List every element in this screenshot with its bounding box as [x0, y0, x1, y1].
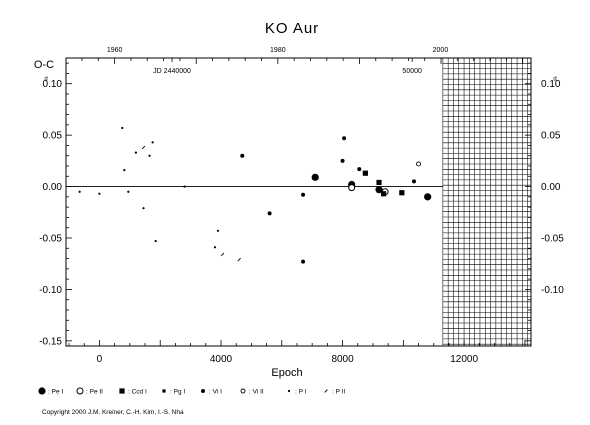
x-tick-label: 0 — [97, 354, 103, 365]
point-vi1 — [357, 167, 362, 172]
x-tick-label: 12000 — [450, 354, 478, 365]
legend-marker-ccd1 — [119, 388, 125, 394]
y-tick-label-right: -0.10 — [541, 285, 564, 296]
point-vi1 — [240, 153, 245, 158]
point-p1 — [127, 190, 130, 193]
point-ccd1 — [376, 179, 382, 186]
future-region-grid — [442, 57, 531, 346]
day-unit-mark: d — [44, 77, 47, 83]
point-p1 — [98, 192, 101, 195]
point-p2 — [141, 145, 146, 150]
legend-marker-vi1 — [201, 389, 205, 393]
y-tick-label-left: 0.00 — [43, 182, 63, 193]
legend-marker-pe1 — [38, 387, 46, 395]
legend-label: : Pg I — [170, 389, 185, 396]
y-tick-label-left: -0.10 — [39, 285, 62, 296]
legend-label: : Ccd I — [128, 389, 147, 396]
future-region — [442, 58, 531, 346]
point-p2 — [237, 257, 241, 262]
x-tick-label: 4000 — [210, 354, 233, 365]
point-p1 — [213, 246, 217, 249]
axis-tick-labels: 0 4000 8000 12000 1960 1980 2000 JD 2440000 5000… — [39, 47, 564, 365]
legend-label: : Pe II — [86, 389, 103, 396]
point-vi1 — [267, 211, 272, 216]
legend-marker-pe2 — [76, 387, 84, 395]
point-p1 — [154, 239, 157, 243]
point-ccd1 — [362, 170, 368, 176]
legend-marker-p1 — [287, 389, 291, 393]
legend-label: : P I — [295, 389, 307, 396]
legend-marker-p2 — [324, 389, 328, 393]
y-tick-label-left: 0.10 — [43, 79, 63, 90]
point-vi1 — [342, 136, 347, 141]
axis-ticks — [66, 58, 531, 346]
point-p1 — [216, 229, 220, 232]
point-p1 — [183, 185, 186, 188]
point-p1 — [123, 169, 126, 172]
chart-title: KO Aur — [265, 20, 319, 37]
legend-label: : P II — [332, 389, 345, 396]
y-tick-label-left: -0.05 — [39, 234, 62, 245]
jd-label: 50000 — [402, 68, 422, 75]
point-pe1 — [311, 173, 319, 181]
point-vi1 — [340, 158, 345, 163]
point-vi1 — [411, 179, 416, 184]
point-p1 — [78, 190, 81, 193]
x-axis-title: Epoch — [271, 367, 302, 379]
y-tick-label-right: 0.00 — [541, 182, 561, 193]
point-vi1 — [301, 192, 306, 197]
top-year-label: 2000 — [433, 47, 449, 54]
y-tick-label-right: 0.10 — [541, 79, 561, 90]
top-year-label: 1960 — [107, 47, 123, 54]
y-tick-label-left: 0.05 — [43, 131, 63, 142]
legend: : Pe I : Pe II : Ccd I : Pg I : Vi I : Vi II:… — [38, 387, 345, 396]
legend-label: : Vi I — [209, 389, 222, 396]
legend-label: : Pe I — [48, 389, 63, 396]
point-p1 — [121, 126, 124, 130]
copyright-note: Copyright 2000 J.M. Kreiner, C.-H. Kim, … — [42, 409, 184, 416]
plot-border — [65, 57, 532, 347]
top-year-label: 1980 — [270, 47, 286, 54]
y-tick-label-right: 0.05 — [541, 131, 561, 142]
data-points — [78, 126, 432, 264]
point-vi2 — [416, 161, 421, 167]
y-tick-label-left: -0.15 — [39, 336, 62, 347]
point-p1 — [148, 154, 151, 157]
point-p1 — [151, 141, 154, 144]
day-unit-mark: d — [553, 77, 556, 83]
legend-marker-vi2 — [240, 388, 246, 394]
jd-label: JD 2440000 — [153, 68, 191, 75]
point-ccd1 — [399, 190, 405, 196]
point-pe1 — [375, 186, 383, 194]
legend-marker-pg1 — [162, 389, 166, 393]
point-pe2 — [348, 184, 356, 192]
point-p1 — [142, 207, 145, 210]
point-pe1 — [424, 193, 432, 201]
x-tick-label: 8000 — [331, 354, 354, 365]
point-vi1 — [301, 259, 306, 264]
point-p1 — [134, 151, 138, 154]
legend-label: : Vi II — [249, 389, 264, 396]
y-tick-label-right: -0.05 — [541, 234, 564, 245]
y-axis-title: O-C — [34, 59, 54, 71]
point-ccd1 — [380, 191, 387, 197]
point-p2 — [220, 252, 225, 257]
